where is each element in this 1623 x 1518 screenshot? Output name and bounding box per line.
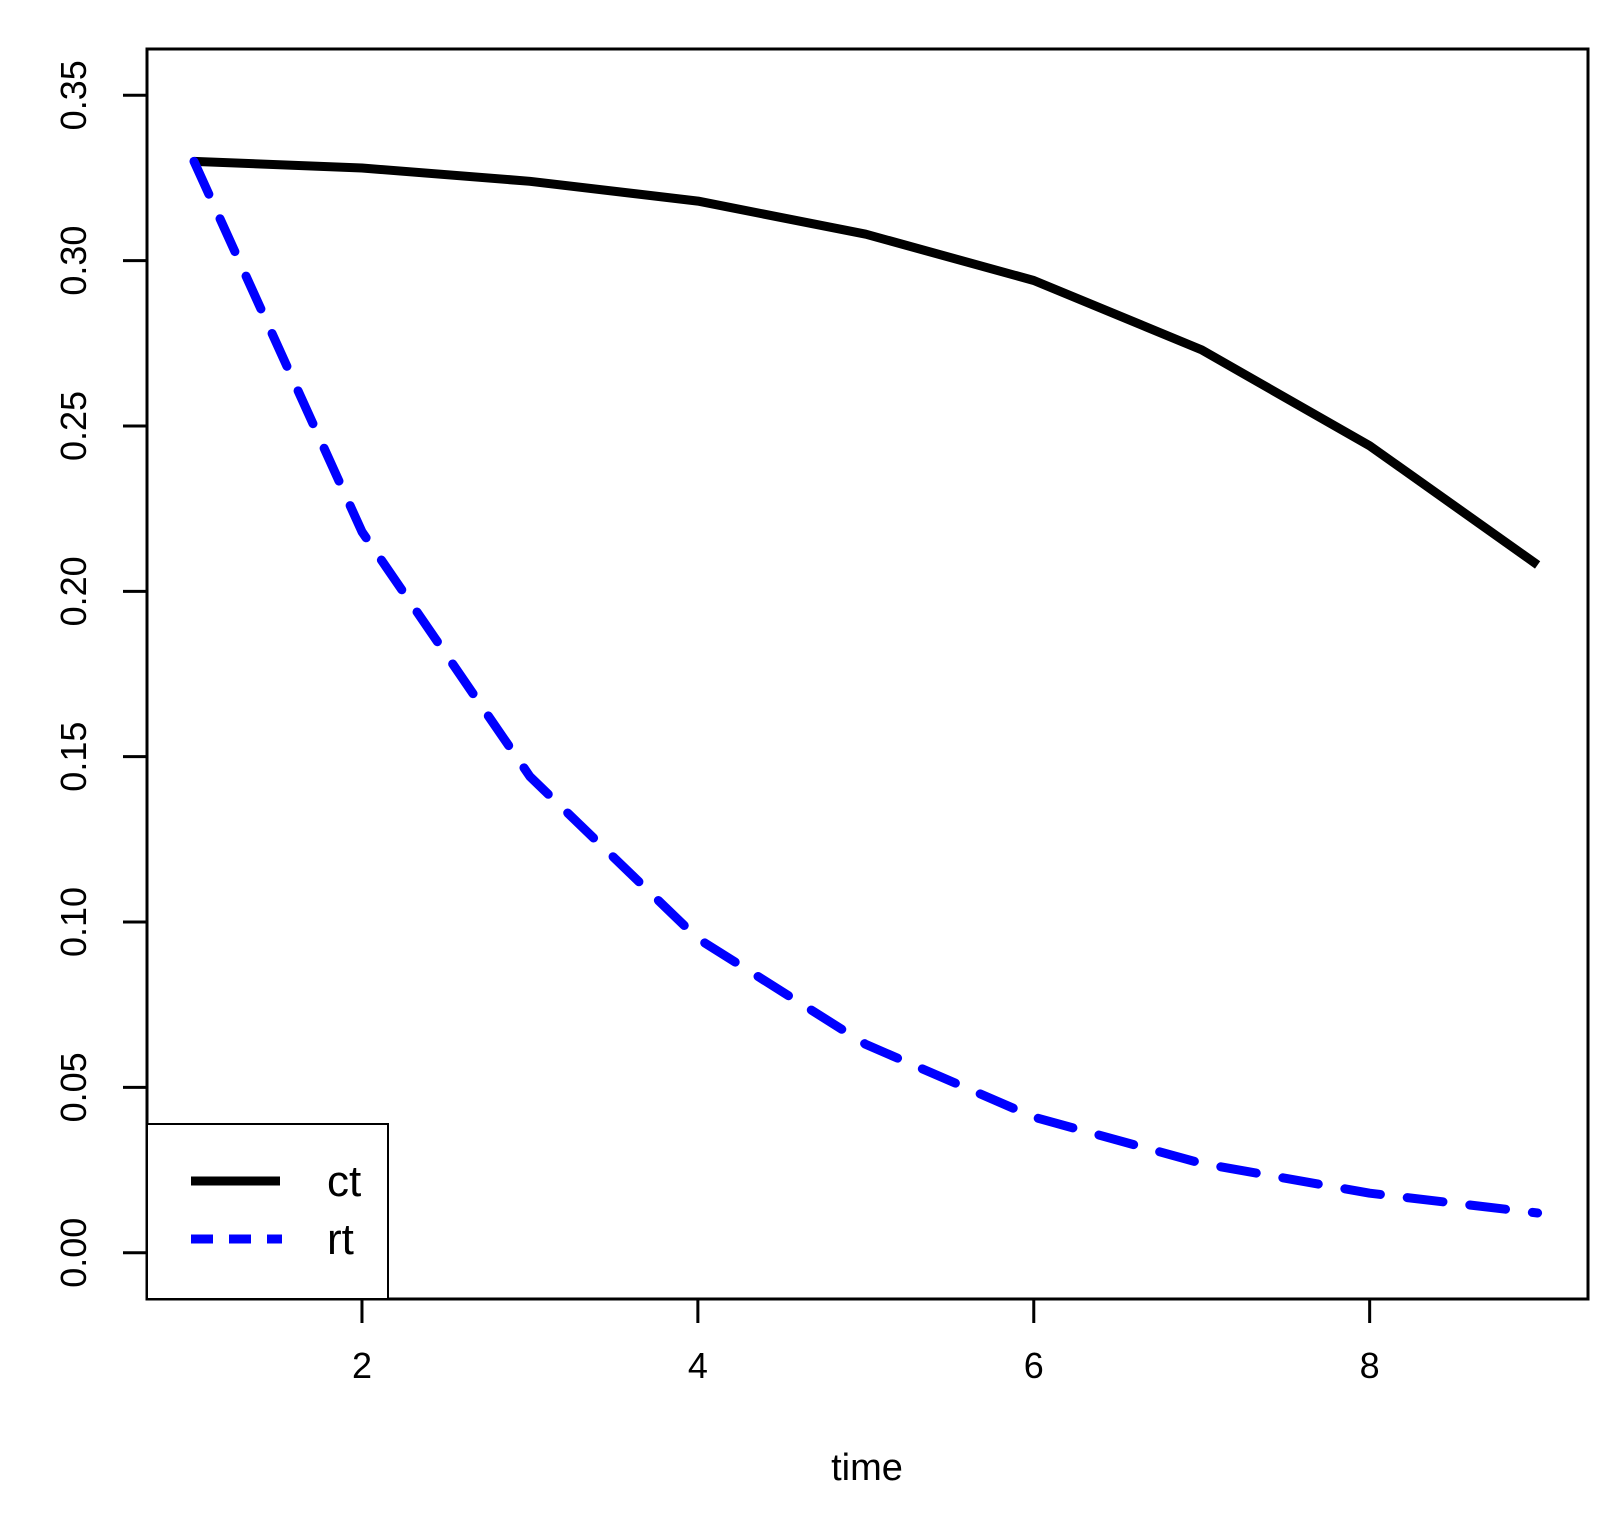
x-axis-title: time	[831, 1447, 903, 1489]
y-tick-label: 0.20	[53, 556, 94, 626]
x-tick-label: 2	[352, 1345, 372, 1386]
legend-items: ct rt	[191, 1157, 361, 1264]
y-tick-label: 0.15	[53, 722, 94, 792]
legend-box	[146, 1123, 389, 1300]
legend-label-ct: ct	[327, 1157, 361, 1206]
series-lines	[189, 156, 1543, 1218]
legend-label-rt: rt	[327, 1215, 354, 1264]
x-axis: 2 4 6 8	[352, 1299, 1380, 1386]
series-line-ct	[193, 156, 1541, 569]
y-axis: 0.00 0.05 0.10 0.15 0.20 0.25 0.30 0.35	[53, 60, 147, 1288]
plot-frame	[145, 47, 1590, 1301]
legend: ct rt	[146, 1123, 389, 1300]
x-tick-label: 4	[688, 1345, 708, 1386]
y-tick-label: 0.30	[53, 226, 94, 296]
series-line-rt	[189, 156, 1543, 1218]
y-tick-label: 0.05	[53, 1052, 94, 1122]
y-tick-label: 0.00	[53, 1218, 94, 1288]
x-tick-label: 6	[1024, 1345, 1044, 1386]
x-tick-label: 8	[1360, 1345, 1380, 1386]
y-tick-label: 0.35	[53, 60, 94, 130]
y-tick-label: 0.10	[53, 887, 94, 957]
y-tick-label: 0.25	[53, 391, 94, 461]
